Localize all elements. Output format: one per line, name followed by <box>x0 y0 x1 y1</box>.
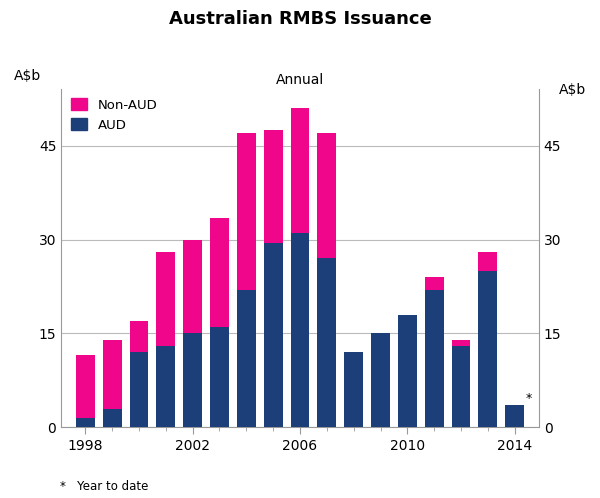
Bar <box>264 243 283 427</box>
Text: Australian RMBS Issuance: Australian RMBS Issuance <box>169 10 431 28</box>
Bar <box>290 234 310 427</box>
Bar <box>183 334 202 427</box>
Bar <box>452 346 470 427</box>
Bar <box>425 290 443 427</box>
Bar <box>290 108 310 234</box>
Bar <box>425 277 443 290</box>
Bar <box>452 340 470 346</box>
Bar <box>371 334 390 427</box>
Bar <box>210 218 229 327</box>
Bar <box>157 252 175 346</box>
Bar <box>317 133 336 258</box>
Bar <box>157 346 175 427</box>
Bar <box>264 130 283 243</box>
Bar <box>76 418 95 427</box>
Y-axis label: A$b: A$b <box>14 69 41 83</box>
Bar <box>76 356 95 418</box>
Y-axis label: A$b: A$b <box>559 83 586 97</box>
Text: *   Year to date: * Year to date <box>60 480 148 493</box>
Bar <box>317 258 336 427</box>
Bar <box>237 290 256 427</box>
Bar <box>130 352 148 427</box>
Bar <box>183 240 202 334</box>
Bar <box>237 133 256 290</box>
Text: *: * <box>526 392 532 405</box>
Bar <box>478 271 497 427</box>
Bar <box>478 252 497 271</box>
Bar <box>130 321 148 352</box>
Bar <box>103 408 122 427</box>
Title: Annual: Annual <box>276 73 324 87</box>
Bar <box>505 405 524 427</box>
Bar <box>344 352 363 427</box>
Bar <box>103 340 122 408</box>
Bar <box>210 327 229 427</box>
Legend: Non-AUD, AUD: Non-AUD, AUD <box>66 93 163 137</box>
Bar <box>398 315 417 427</box>
